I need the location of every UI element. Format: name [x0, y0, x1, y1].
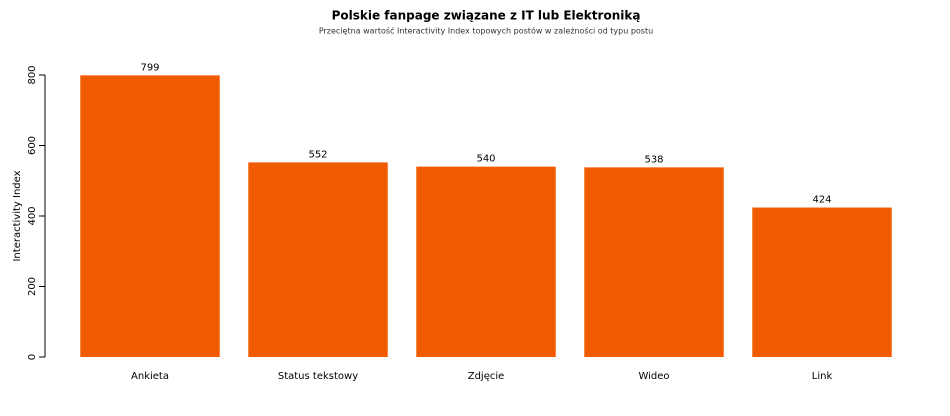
- y-tick-label: 800: [27, 65, 38, 84]
- y-tick-label: 0: [27, 354, 38, 360]
- bar: [80, 75, 220, 357]
- value-label: 799: [140, 62, 159, 73]
- x-tick-label: Zdjęcie: [468, 371, 505, 382]
- value-label: 552: [308, 149, 327, 160]
- bar: [416, 166, 556, 357]
- value-label: 540: [476, 154, 495, 165]
- bar: [584, 167, 724, 357]
- x-tick-label: Link: [812, 371, 833, 382]
- value-label: 538: [644, 154, 663, 165]
- y-tick-label: 600: [27, 136, 38, 155]
- x-tick-label: Status tekstowy: [278, 371, 358, 382]
- bar: [248, 162, 388, 357]
- chart-title: Polskie fanpage związane z IT lub Elektr…: [332, 9, 641, 23]
- y-axis-label: Interactivity Index: [12, 170, 23, 261]
- x-tick-label: Ankieta: [131, 371, 169, 382]
- y-tick-label: 200: [27, 277, 38, 296]
- value-label: 424: [812, 195, 831, 206]
- bar: [752, 207, 892, 357]
- chart-subtitle: Przeciętna wartość Interactivity Index t…: [319, 26, 653, 36]
- y-tick-label: 400: [27, 206, 38, 225]
- x-tick-label: Wideo: [638, 371, 669, 382]
